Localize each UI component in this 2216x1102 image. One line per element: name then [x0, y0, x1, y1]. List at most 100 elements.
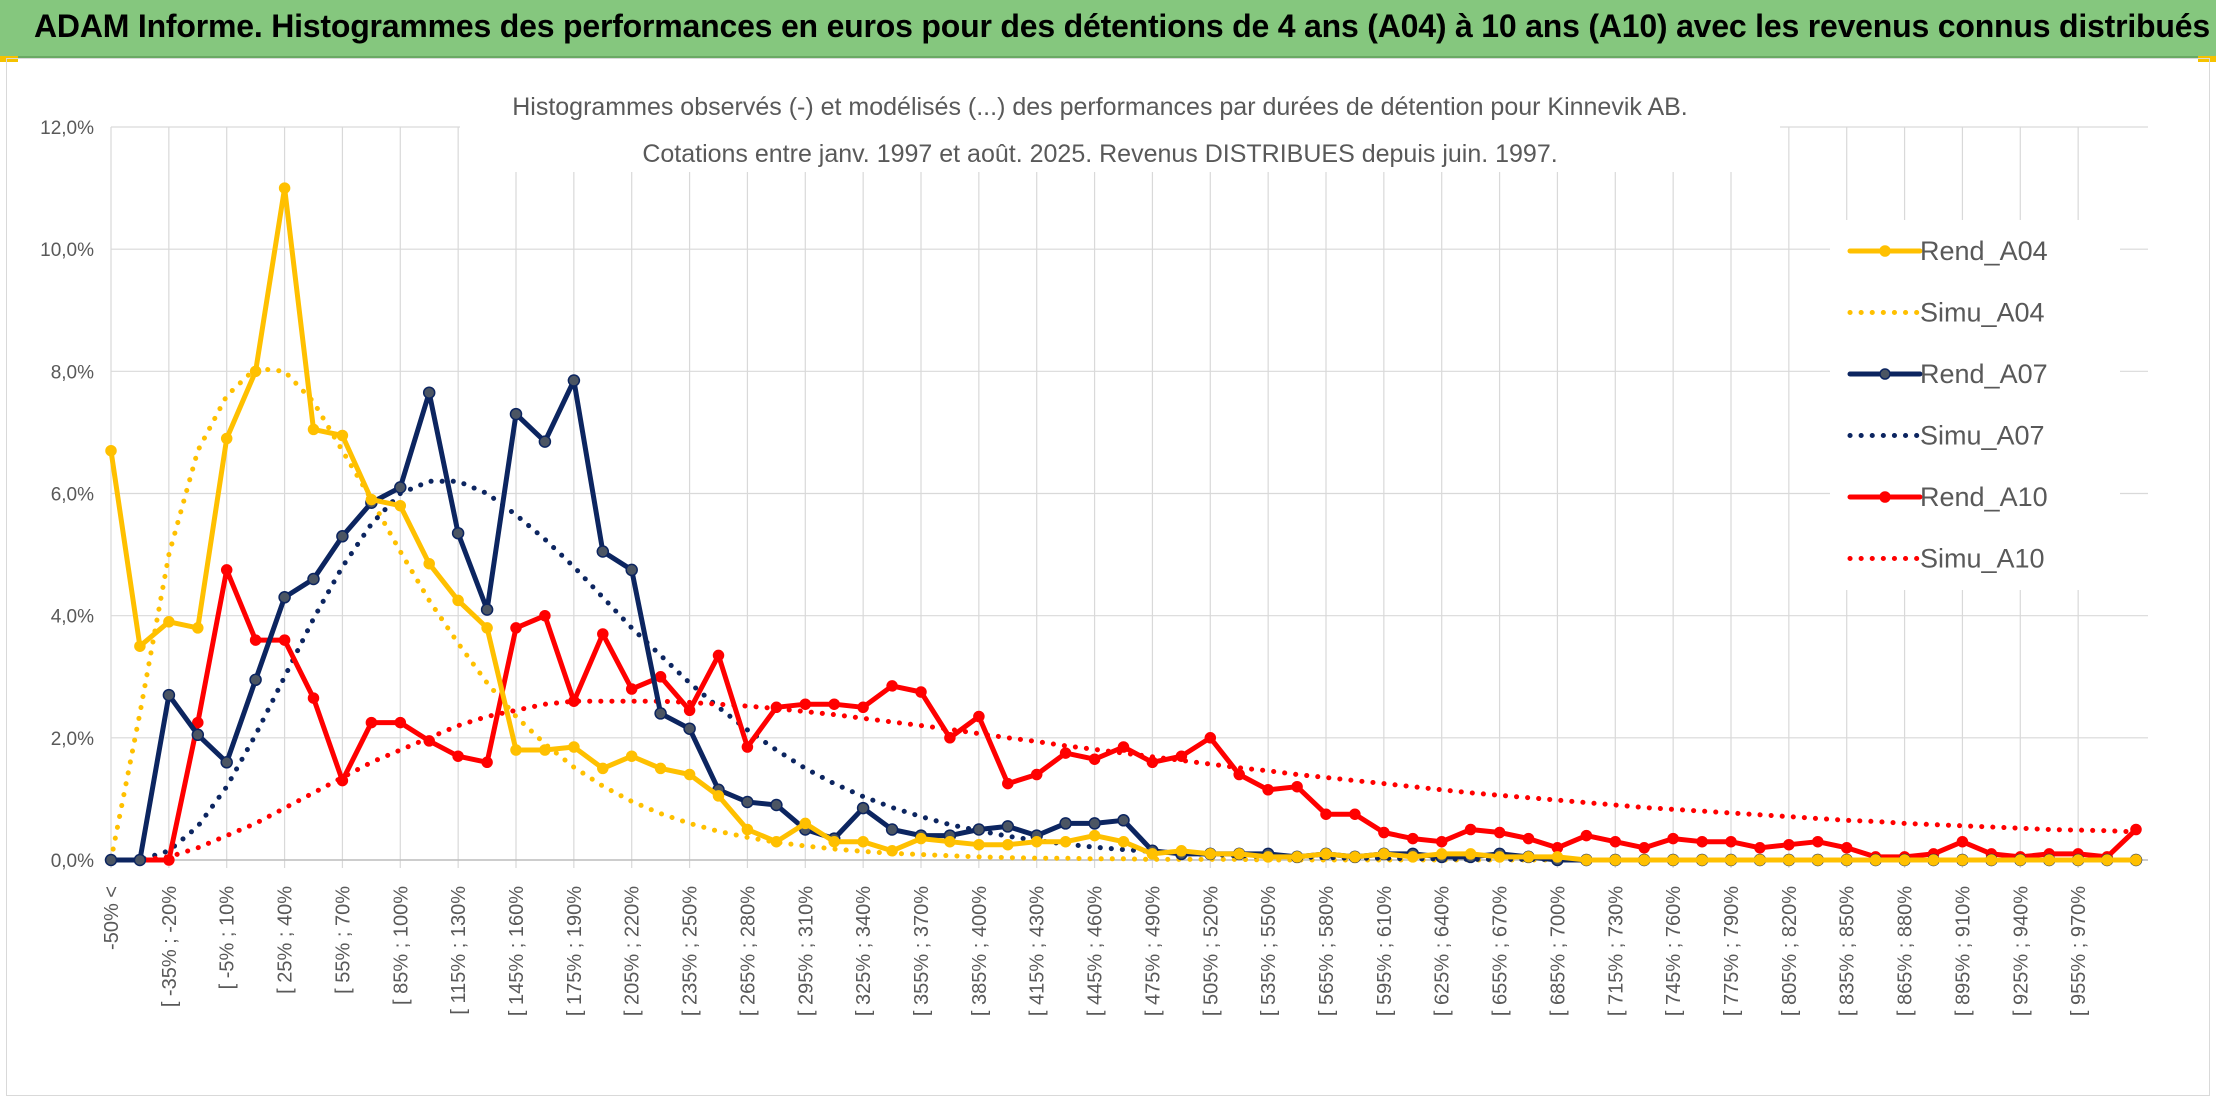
data-point-rend-a10 [915, 686, 927, 698]
data-point-rend-a10 [192, 716, 204, 729]
data-point-rend-a04 [1783, 854, 1795, 866]
data-point-rend-a04 [1522, 851, 1535, 863]
data-point-rend-a10 [1754, 842, 1766, 854]
x-tick-label: [ 685% ; 700% [1547, 886, 1569, 1016]
data-point-rend-a04 [2101, 854, 2113, 866]
data-point-rend-a04 [1493, 851, 1506, 863]
data-point-rend-a04 [654, 762, 667, 775]
data-point-rend-a04 [278, 182, 291, 194]
x-tick-label: [ 625% ; 640% [1432, 886, 1454, 1016]
legend-label-rend-a04: Rend_A04 [1920, 236, 2048, 266]
data-point-rend-a04 [1233, 848, 1245, 860]
data-point-rend-a04 [1349, 851, 1361, 863]
data-point-rend-a10 [336, 774, 349, 787]
data-point-rend-a10 [1667, 832, 1679, 845]
x-tick-label: [ 325% ; 340% [853, 886, 875, 1016]
y-tick-label: 4,0% [51, 607, 94, 628]
data-point-rend-a07 [220, 756, 233, 769]
data-point-rend-a10 [712, 649, 725, 662]
data-point-rend-a04 [1146, 848, 1159, 860]
data-point-rend-a07 [249, 673, 262, 687]
data-point-rend-a10 [1320, 808, 1332, 820]
data-point-rend-a07 [480, 603, 494, 616]
x-tick-label: [ 835% ; 850% [1837, 886, 1859, 1016]
legend-label-simu-a07: Simu_A07 [1920, 421, 2045, 451]
data-point-rend-a04 [1204, 848, 1217, 860]
data-point-rend-a04 [1754, 854, 1766, 866]
data-point-rend-a10 [1002, 777, 1014, 790]
data-point-rend-a04 [915, 832, 927, 845]
chart-title-background [460, 80, 1780, 172]
data-point-rend-a10 [973, 710, 985, 723]
data-point-rend-a07 [683, 722, 696, 735]
data-point-rend-a07 [654, 707, 667, 720]
data-point-rend-a10 [1696, 835, 1708, 848]
legend-marker-rend-a10 [1879, 491, 1891, 503]
data-point-rend-a10 [1783, 838, 1795, 851]
data-point-rend-a07 [596, 545, 610, 558]
legend-label-simu-a04: Simu_A04 [1920, 298, 2045, 328]
data-point-rend-a07 [972, 823, 986, 836]
data-point-rend-a04 [1580, 854, 1593, 866]
data-point-rend-a04 [828, 835, 840, 848]
corner-accent-right [2198, 56, 2216, 62]
data-point-rend-a10 [1349, 808, 1361, 820]
data-point-rend-a04 [1262, 851, 1274, 863]
x-tick-label: [ 595% ; 610% [1374, 886, 1396, 1016]
data-point-rend-a04 [423, 557, 435, 570]
data-point-rend-a04 [1667, 854, 1679, 866]
data-point-rend-a10 [1725, 835, 1737, 848]
data-point-rend-a10 [1262, 784, 1274, 796]
x-tick-label: [ 25% ; 40% [275, 886, 297, 994]
data-point-rend-a10 [249, 634, 262, 646]
data-point-rend-a04 [2014, 854, 2027, 866]
x-tick-label: [ 865% ; 880% [1895, 886, 1917, 1016]
data-point-rend-a04 [625, 750, 638, 762]
y-tick-label: 8,0% [51, 362, 94, 383]
data-point-rend-a07 [162, 688, 176, 702]
data-point-rend-a04 [105, 444, 117, 457]
x-tick-label: [ 235% ; 250% [680, 886, 702, 1016]
data-point-rend-a04 [1407, 851, 1419, 863]
data-point-rend-a07 [885, 823, 899, 836]
data-point-rend-a10 [220, 564, 233, 576]
data-point-rend-a07 [104, 853, 118, 867]
data-point-rend-a10 [394, 716, 407, 729]
y-tick-label: 2,0% [51, 729, 94, 750]
x-tick-label: [ -35% ; -20% [159, 886, 181, 1007]
data-point-rend-a04 [481, 622, 493, 634]
y-axis-ticks: 0,0% 2,0% 4,0% 6,0% 8,0% 10,0% 12,0% [40, 118, 94, 872]
legend-marker-rend-a04 [1879, 245, 1891, 257]
data-point-rend-a04 [365, 493, 378, 506]
x-axis-ticks: -50% < [ -35% ; -20% [ -5% ; 10% [ 25% ; 40… [101, 886, 2090, 1016]
data-point-rend-a04 [1002, 838, 1014, 851]
data-point-rend-a04 [1927, 854, 1940, 866]
data-point-rend-a04 [770, 835, 783, 848]
y-tick-label: 6,0% [51, 485, 94, 506]
data-point-rend-a04 [1088, 829, 1101, 842]
x-tick-label: [ 115% ; 130% [448, 886, 470, 1015]
data-point-rend-a10 [1580, 829, 1593, 842]
data-point-rend-a10 [683, 704, 696, 717]
legend-label-simu-a10: Simu_A10 [1920, 544, 2045, 574]
x-tick-label: [ 445% ; 460% [1085, 886, 1107, 1016]
x-tick-label: [ 775% ; 790% [1721, 886, 1743, 1016]
data-point-rend-a10 [423, 735, 435, 747]
y-tick-label: 0,0% [51, 851, 94, 872]
data-point-rend-a04 [249, 365, 262, 378]
data-point-rend-a04 [1030, 835, 1043, 848]
chart-title-line-1: Histogrammes observés (-) et modélisés (… [512, 93, 1688, 121]
data-point-rend-a04 [1175, 845, 1188, 857]
data-point-rend-a07 [1088, 817, 1101, 830]
data-point-rend-a04 [944, 835, 956, 848]
x-tick-label: [ 415% ; 430% [1027, 886, 1049, 1016]
legend-label-rend-a07: Rend_A07 [1920, 359, 2048, 389]
data-point-rend-a04 [1638, 854, 1650, 866]
data-point-rend-a04 [886, 845, 898, 857]
data-point-rend-a04 [394, 499, 407, 512]
data-point-rend-a10 [1609, 835, 1622, 848]
x-tick-label: [ 565% ; 580% [1316, 886, 1338, 1016]
data-point-rend-a07 [422, 386, 436, 399]
data-point-rend-a04 [1320, 848, 1332, 860]
data-point-rend-a07 [567, 374, 581, 387]
